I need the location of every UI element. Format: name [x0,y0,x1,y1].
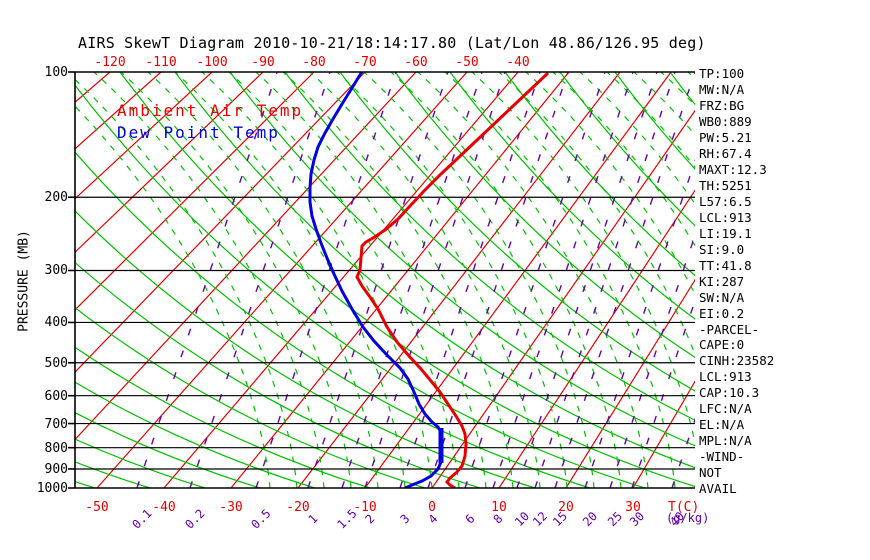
mixing-ratio-lines [136,72,695,488]
temp-bottom-tick-label: -40 [152,500,176,515]
temp-top-tick-label: -70 [353,55,377,70]
stats-line: LCL:913 [699,369,752,385]
pressure-tick-label: 200 [44,190,68,206]
temp-top-tick-label: -120 [94,55,126,70]
pressure-tick-label: 1000 [36,481,68,496]
stats-line: NOT [699,465,722,481]
pressure-tick-label: 800 [44,440,68,456]
stats-line: FRZ:BG [699,97,745,113]
stats-line: CINH:23582 [699,353,775,369]
pressure-tick-label: 300 [44,263,68,279]
ambient-temp-curve [355,72,550,488]
legend-dew-point-temp: Dew Point Temp [117,123,280,142]
pressure-tick-label: 100 [44,65,68,80]
stats-line: WB0:889 [699,113,752,129]
stats-line: PW:5.21 [699,129,752,145]
stats-line: MW:N/A [699,81,745,97]
temp-top-tick-label: -100 [196,55,228,70]
temp-bottom-tick-label: 20 [558,500,574,515]
temp-top-tick-label: -60 [404,55,428,70]
stats-line: SW:N/A [699,289,745,305]
pressure-tick-label: 500 [44,355,68,371]
pressure-tick-label: 400 [44,315,68,331]
dry-adiabat-lines [75,72,695,488]
legend-ambient-air-temp: Ambient Air Temp [117,101,304,120]
axis-frame [68,71,695,489]
stats-line: LCL:913 [699,209,752,225]
stats-line: -WIND- [699,449,745,465]
stats-line: LFC:N/A [699,401,752,417]
temp-top-tick-label: -110 [145,55,177,70]
stats-line: -PARCEL- [699,321,760,337]
stats-panel: TP:100 MW:N/A FRZ:BG WB0:889 PW:5.21 RH:67.4 M… [699,66,775,497]
pressure-tick-label: 900 [44,461,68,477]
temp-bottom-tick-label: -30 [219,500,243,515]
stats-line: TP:100 [699,66,745,81]
pressure-tick-label: 700 [44,416,68,432]
stats-line: MAXT:12.3 [699,161,767,177]
mixing-ratio-unit-label: (g/kg) [666,511,710,525]
temp-bottom-tick-label: -10 [353,500,377,515]
temp-top-tick-label: -40 [506,55,530,70]
stats-line: CAP:10.3 [699,385,760,401]
stats-line: TT:41.8 [699,257,752,273]
page-title: AIRS SkewT Diagram 2010-10-21/18:14:17.8… [78,34,706,52]
pressure-tick-label: 600 [44,388,68,404]
temp-bottom-tick-label: 30 [625,500,641,515]
stats-line: LI:19.1 [699,225,752,241]
stats-line: EL:N/A [699,417,745,433]
temp-axis-unit-label: T(C) [668,500,700,515]
stats-line: SI:9.0 [699,241,745,257]
stats-line: AVAIL [699,481,737,497]
stats-line: L57:6.5 [699,193,752,209]
temp-top-tick-label: -50 [455,55,479,70]
temp-bottom-tick-label: 0 [428,500,436,515]
stats-line: TH:5251 [699,177,752,193]
temp-bottom-tick-label: 10 [491,500,507,515]
pressure-grid-lines [75,196,695,470]
temp-top-tick-label: -80 [302,55,326,70]
stats-line: MPL:N/A [699,433,752,449]
temp-top-tick-label: -90 [251,55,275,70]
stats-line: EI:0.2 [699,305,745,321]
stats-line: KI:287 [699,273,745,289]
stats-line: RH:67.4 [699,145,752,161]
temp-bottom-tick-label: -50 [85,500,109,515]
temp-bottom-tick-label: -20 [286,500,310,515]
stats-line: CAPE:0 [699,337,745,353]
